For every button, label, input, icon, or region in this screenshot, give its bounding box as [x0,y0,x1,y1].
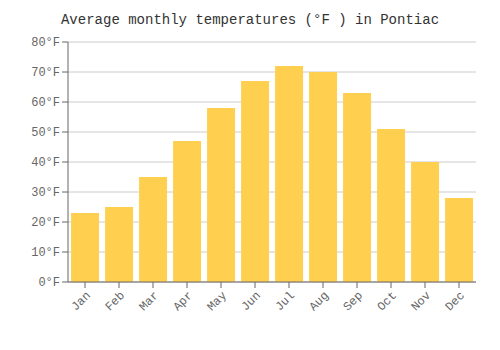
svg-text:30°F: 30°F [31,186,60,200]
svg-text:80°F: 80°F [31,36,60,50]
svg-text:Apr: Apr [171,289,196,314]
svg-text:Feb: Feb [103,289,128,314]
svg-text:70°F: 70°F [31,66,60,80]
svg-text:Dec: Dec [443,289,468,314]
svg-text:Jan: Jan [69,289,94,314]
svg-text:40°F: 40°F [31,156,60,170]
svg-text:Oct: Oct [375,289,400,314]
svg-text:10°F: 10°F [31,246,60,260]
svg-text:Sep: Sep [341,289,366,314]
svg-text:May: May [205,289,230,314]
svg-text:Jun: Jun [239,289,264,314]
svg-text:0°F: 0°F [38,276,60,290]
html-text:Average monthly temperatures (: Average monthly temperatures (°F ) in Po… [61,12,439,28]
svg-text:Mar: Mar [137,289,162,314]
svg-text:Jul: Jul [273,289,298,314]
svg-text:20°F: 20°F [31,216,60,230]
svg-text:Nov: Nov [409,289,434,314]
svg-text:Aug: Aug [307,289,332,314]
svg-text:60°F: 60°F [31,96,60,110]
svg-text:50°F: 50°F [31,126,60,140]
